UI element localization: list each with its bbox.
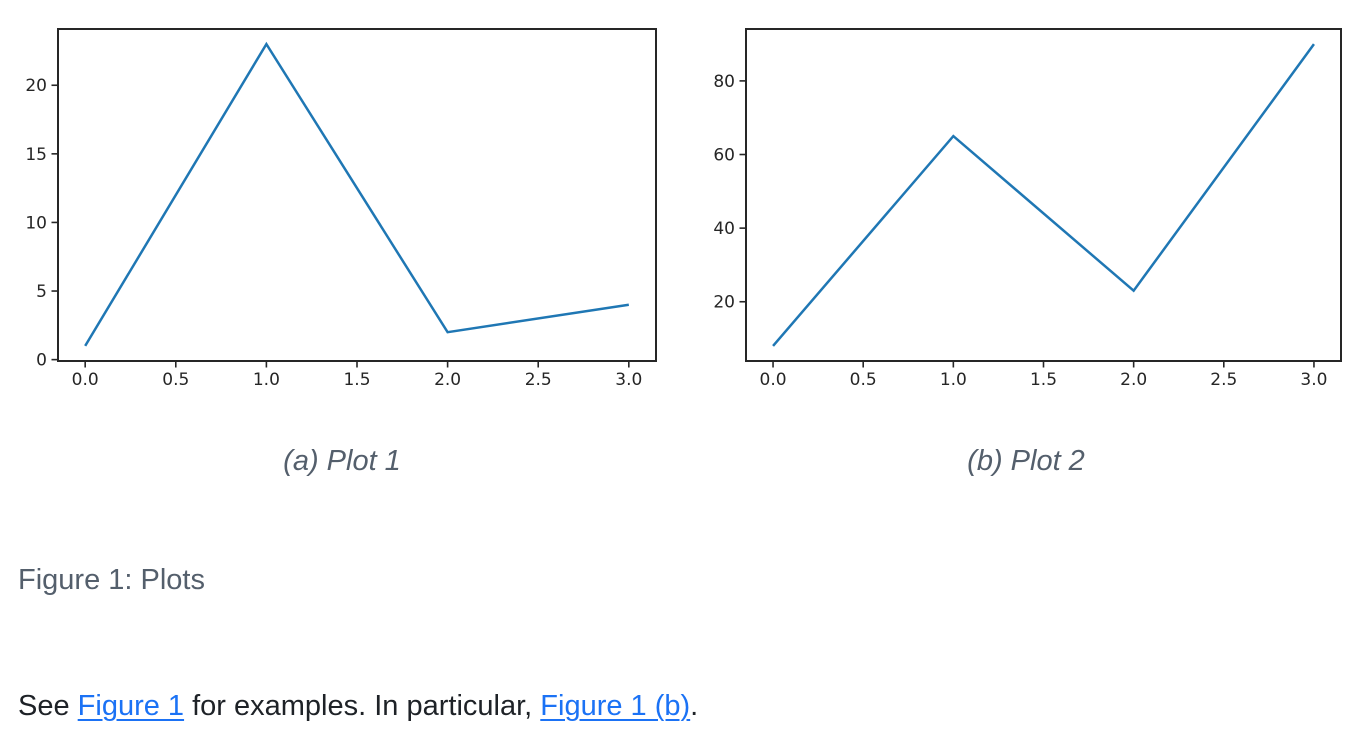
x-tick-label: 0.0 [760, 370, 787, 390]
x-tick-label: 0.0 [72, 370, 99, 390]
x-tick-label: 1.0 [940, 370, 967, 390]
figure-1-link[interactable]: Figure 1 [77, 689, 185, 722]
figure-1b-link[interactable]: Figure 1 (b) [540, 689, 691, 722]
plot-2-chart: 0.0 0.5 1.0 1.5 2.0 2.5 3.0 20 40 60 80 [713, 28, 1342, 390]
x-tick-label: 0.5 [162, 370, 189, 390]
y-tick-label: 40 [713, 219, 735, 239]
x-tick-label: 3.0 [1300, 370, 1327, 390]
paragraph-middle: for examples. In particular, [184, 689, 541, 722]
subfigure-b-caption: (b) Plot 2 [967, 445, 1085, 477]
y-tick-label: 15 [25, 145, 47, 165]
plot-frame [745, 28, 1342, 362]
plot-frame [57, 28, 657, 362]
data-line [84, 41, 630, 347]
paragraph: See Figure 1 for examples. In particular… [18, 688, 1368, 724]
y-tick-label: 20 [713, 293, 735, 313]
subfigure-b: 0.0 0.5 1.0 1.5 2.0 2.5 3.0 20 40 60 80 (b) Plot 2 [684, 0, 1368, 479]
x-tick-label: 1.5 [1030, 370, 1057, 390]
x-tick-label: 1.0 [253, 370, 280, 390]
y-tick-label: 80 [713, 72, 735, 92]
y-tick-label: 10 [25, 213, 47, 233]
paragraph-prefix: See [18, 689, 78, 722]
plot-1-chart: 0.0 0.5 1.0 1.5 2.0 2.5 3.0 0 5 10 15 20 [25, 28, 657, 390]
y-tick-label: 60 [713, 146, 735, 166]
x-tick-label: 2.5 [1210, 370, 1237, 390]
subfigure-a: 0.0 0.5 1.0 1.5 2.0 2.5 3.0 0 5 10 15 20 (a) Plot 1 [0, 0, 684, 479]
subfigure-row: 0.0 0.5 1.0 1.5 2.0 2.5 3.0 0 5 10 15 20 (a) Plot 1… [0, 0, 1368, 479]
x-tick-label: 1.5 [343, 370, 370, 390]
x-tick-label: 2.0 [434, 370, 461, 390]
subfigure-a-caption: (a) Plot 1 [283, 445, 401, 477]
x-tick-label: 0.5 [850, 370, 877, 390]
y-tick-label: 5 [36, 282, 47, 302]
figure-caption: Figure 1: Plots [18, 563, 205, 596]
x-tick-label: 3.0 [615, 370, 642, 390]
paragraph-suffix: . [690, 689, 699, 722]
y-tick-label: 20 [25, 76, 47, 96]
data-line [772, 43, 1315, 347]
x-tick-label: 2.5 [525, 370, 552, 390]
x-tick-label: 2.0 [1120, 370, 1147, 390]
y-tick-label: 0 [36, 351, 47, 371]
figure-1: 0.0 0.5 1.0 1.5 2.0 2.5 3.0 0 5 10 15 20 (a) Plot 1… [0, 0, 1368, 596]
